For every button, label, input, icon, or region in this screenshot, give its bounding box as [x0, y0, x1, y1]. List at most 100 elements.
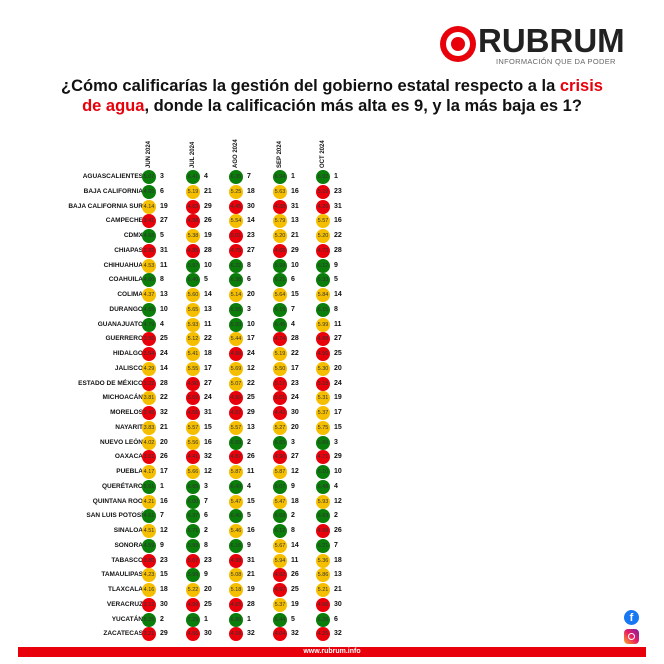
score-circle: 5.07: [142, 170, 156, 184]
state-name: NAYARIT: [115, 423, 143, 431]
score-circle: 6.48: [316, 479, 330, 494]
title-highlight: de agua: [82, 97, 145, 115]
score-circle: 3.81: [142, 391, 156, 406]
rank-value: 8: [204, 541, 208, 549]
rank-value: 29: [204, 202, 212, 210]
month-header: SEP 2024: [277, 141, 283, 168]
rank-value: 32: [204, 453, 212, 461]
score-circle: 4.21: [142, 494, 156, 509]
score-circle: 2.45: [142, 406, 156, 420]
score-circle: 5.44: [229, 332, 243, 347]
rank-value: 23: [291, 379, 299, 387]
score-circle: 4.72: [316, 243, 330, 258]
rank-value: 25: [204, 600, 212, 608]
rank-value: 30: [247, 202, 255, 210]
score-circle: 5.17: [273, 376, 287, 391]
rank-value: 16: [291, 187, 299, 195]
score-circle: 4.68: [273, 243, 287, 258]
score-circle: 5.97: [186, 258, 200, 273]
score-circle: 5.36: [316, 553, 330, 568]
score-circle: 5.98: [273, 258, 287, 273]
rank-value: 18: [247, 187, 255, 195]
score-circle: 5.19: [273, 347, 287, 361]
score-circle: 5.37: [273, 597, 287, 612]
score-circle: 4.65: [229, 597, 243, 612]
rank-value: 23: [334, 187, 342, 195]
table-row: CDMX 4.68 5 5.38 19 5.01 23 5.20 21 5.20 22: [0, 229, 400, 243]
state-name: ESTADO DE MÉXICO: [78, 379, 143, 387]
score-circle: 5.12: [186, 332, 200, 347]
rank-value: 2: [291, 512, 295, 520]
table-row: SAN LUIS POTOSÍ 4.61 7 6.37 6 6.40 5 6.68 2 6.69 2: [0, 509, 400, 524]
rank-value: 9: [160, 541, 164, 549]
page-title: ¿Cómo calificarías la gestión del gobier…: [20, 76, 644, 116]
table-row: AGUASCALIENTES 5.07 3 6.41 4 6.35 7 6.94 1 6.92 1: [0, 170, 400, 184]
score-circle: 6.68: [273, 509, 287, 524]
state-name: PUEBLA: [116, 468, 143, 475]
state-name: COAHUILA: [108, 276, 143, 284]
rank-value: 19: [291, 600, 299, 608]
state-name: GUERRERO: [105, 335, 143, 343]
facebook-icon[interactable]: f: [624, 610, 639, 625]
rank-value: 14: [160, 364, 168, 372]
rank-value: 30: [160, 600, 168, 608]
score-circle: 4.63: [186, 199, 200, 214]
score-circle: 6.69: [316, 509, 330, 524]
rank-value: 11: [160, 261, 168, 269]
score-circle: 5.50: [273, 361, 287, 376]
score-circle: 4.02: [142, 435, 156, 450]
table-row: CHIAPAS 2.92 31 4.85 28 4.75 27 4.68 29 4.72 28: [0, 243, 400, 258]
score-circle: 5.25: [142, 612, 156, 627]
rank-value: 18: [291, 497, 299, 505]
score-circle: 5.75: [316, 420, 330, 435]
score-circle: 5.46: [229, 524, 243, 538]
rank-value: 21: [160, 423, 168, 431]
score-circle: 5.54: [229, 214, 243, 229]
rank-value: 13: [247, 423, 255, 431]
score-circle: 5.60: [186, 288, 200, 302]
score-circle: 6.41: [186, 170, 200, 184]
score-circle: 5.03: [186, 391, 200, 406]
rank-value: 4: [204, 173, 208, 180]
footer-url[interactable]: www.rubrum.info: [18, 647, 646, 657]
rank-value: 18: [160, 586, 168, 593]
score-circle: 5.84: [316, 288, 330, 302]
rank-value: 22: [291, 350, 299, 357]
rank-value: 19: [247, 586, 255, 593]
rank-value: 27: [247, 246, 255, 254]
score-circle: 6.59: [229, 435, 243, 450]
score-circle: 3.41: [142, 214, 156, 229]
rank-value: 15: [334, 423, 342, 431]
score-circle: 5.22: [186, 583, 200, 597]
score-circle: 3.21: [142, 627, 156, 642]
score-circle: 5.66: [186, 465, 200, 479]
state-name: SAN LUIS POTOSÍ: [86, 512, 143, 520]
rank-value: 2: [204, 527, 208, 534]
rank-value: 18: [204, 350, 212, 357]
score-circle: 5.01: [273, 391, 287, 406]
score-circle: 4.66: [316, 597, 330, 612]
title-text: ¿Cómo calificarías la gestión del gobier…: [61, 77, 560, 95]
score-circle: 6.65: [186, 479, 200, 494]
table-row: OAXACA 3.51 26 4.41 32 4.87 26 4.90 27 4.71 29: [0, 450, 400, 465]
score-circle: 6.16: [229, 538, 243, 553]
rank-value: 17: [334, 409, 342, 416]
score-circle: 4.61: [142, 509, 156, 524]
rank-value: 19: [204, 232, 212, 239]
instagram-icon[interactable]: [624, 629, 639, 644]
score-circle: 4.97: [273, 583, 287, 597]
table-row: TLAXCALA 4.16 18 5.22 20 5.18 19 4.97 25 5.21 21: [0, 583, 400, 597]
score-circle: 4.98: [229, 347, 243, 361]
rank-value: 32: [291, 630, 299, 638]
state-name: OAXACA: [114, 453, 143, 461]
rank-value: 14: [204, 291, 212, 298]
rank-value: 12: [204, 468, 212, 475]
score-circle: 4.57: [229, 406, 243, 420]
table-row: SINALOA 4.51 12 6.71 2 5.46 16 6.12 8 4.99 26: [0, 524, 400, 538]
rank-value: 11: [204, 320, 212, 328]
state-name: GUANAJUATO: [97, 320, 143, 328]
rank-value: 11: [334, 320, 342, 328]
table-row: ESTADO DE MÉXICO 3.32 28 4.90 27 5.07 22 5.17 23…: [0, 376, 400, 391]
score-circle: 4.56: [186, 627, 200, 642]
logo-tagline: INFORMACIÓN QUE DA PODER: [496, 57, 616, 66]
